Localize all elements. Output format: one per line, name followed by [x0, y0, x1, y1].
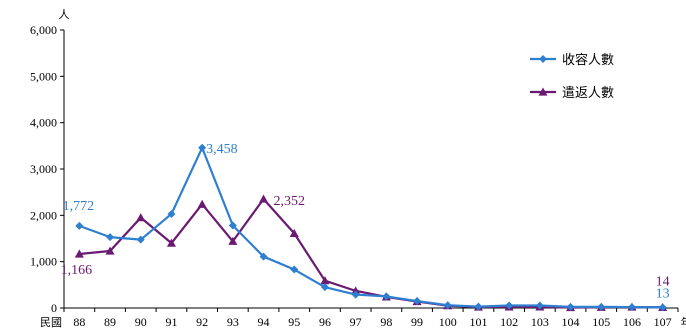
x-tick-label: 104: [562, 315, 580, 329]
series-repatriated: [74, 194, 668, 312]
triangle-marker: [259, 194, 269, 203]
x-tick-label: 102: [500, 315, 518, 329]
x-tick-label: 100: [439, 315, 457, 329]
diamond-marker: [320, 283, 329, 292]
diamond-marker: [413, 297, 422, 306]
x-axis-prefix: 民國: [40, 316, 62, 329]
y-tick-label: 4,000: [30, 116, 57, 130]
triangle-marker: [289, 228, 299, 238]
legend-label: 收容人數: [562, 52, 614, 68]
x-tick-label: 101: [469, 315, 487, 329]
x-tick-label: 96: [319, 315, 331, 329]
diamond-marker: [351, 290, 360, 299]
diamond-marker: [539, 55, 547, 63]
y-tick-label: 1,000: [30, 255, 57, 269]
triangle-marker: [351, 286, 361, 295]
diamond-marker: [75, 221, 84, 230]
diamond-marker: [658, 303, 667, 312]
diamond-marker: [106, 233, 115, 242]
diamond-marker: [443, 301, 452, 310]
diamond-marker: [535, 301, 544, 310]
x-axis-suffix: 年: [681, 315, 686, 329]
diamond-marker: [382, 292, 391, 301]
x-tick-label: 103: [531, 315, 549, 329]
triangle-marker: [197, 199, 207, 208]
diamond-marker: [167, 209, 176, 218]
data-label: 13: [656, 286, 670, 301]
data-label: 3,458: [206, 142, 238, 157]
x-tick-label: 89: [104, 315, 116, 329]
x-tick-label: 95: [288, 315, 300, 329]
data-label: 2,352: [274, 194, 306, 209]
diamond-marker: [136, 235, 145, 244]
triangle-marker: [538, 87, 548, 96]
diamond-marker: [198, 143, 207, 152]
x-tick-label: 92: [196, 315, 208, 329]
x-axis-ticks: 88 89 90 91 92 93 94 95 96 97 98 99 100 101 102 103 104 1…: [40, 308, 686, 329]
x-tick-label: 106: [623, 315, 641, 329]
y-axis-unit: 人: [59, 8, 70, 21]
data-label: 1,166: [61, 263, 93, 278]
triangle-marker: [228, 236, 238, 245]
y-tick-label: 6,000: [30, 23, 57, 37]
diamond-marker: [505, 301, 514, 310]
triangle-marker: [320, 276, 330, 285]
triangle-marker: [105, 246, 115, 255]
x-tick-label: 91: [165, 315, 177, 329]
diamond-marker: [597, 302, 606, 311]
y-tick-label: 0: [51, 301, 57, 315]
y-axis-ticks: 0 1,000 2,000 3,000 4,000 5,000 6,000: [30, 23, 64, 315]
x-tick-label: 97: [350, 315, 362, 329]
data-label: 1,772: [63, 199, 95, 214]
y-tick-label: 3,000: [30, 162, 57, 176]
legend-label: 遣返人數: [562, 86, 614, 101]
diamond-marker: [627, 303, 636, 312]
triangle-marker: [136, 213, 146, 222]
x-tick-label: 105: [592, 315, 610, 329]
x-tick-label: 107: [654, 315, 672, 329]
data-label: 14: [656, 274, 670, 289]
diamond-marker: [228, 221, 237, 230]
series-line: [78, 146, 663, 309]
diamond-marker: [474, 302, 483, 311]
diamond-marker: [566, 302, 575, 311]
y-tick-label: 5,000: [30, 69, 57, 83]
triangle-marker: [166, 238, 176, 247]
series-lines: [74, 143, 668, 312]
x-tick-label: 98: [380, 315, 392, 329]
triangle-marker: [74, 249, 84, 258]
x-tick-label: 93: [227, 315, 239, 329]
x-tick-label: 90: [135, 315, 147, 329]
diamond-marker: [259, 252, 268, 261]
y-tick-label: 2,000: [30, 208, 57, 222]
x-tick-label: 99: [411, 315, 423, 329]
series-detained: [75, 143, 667, 312]
diamond-marker: [290, 265, 299, 274]
x-tick-label: 94: [258, 315, 270, 329]
series-line: [79, 197, 663, 309]
x-tick-label: 88: [73, 315, 85, 329]
